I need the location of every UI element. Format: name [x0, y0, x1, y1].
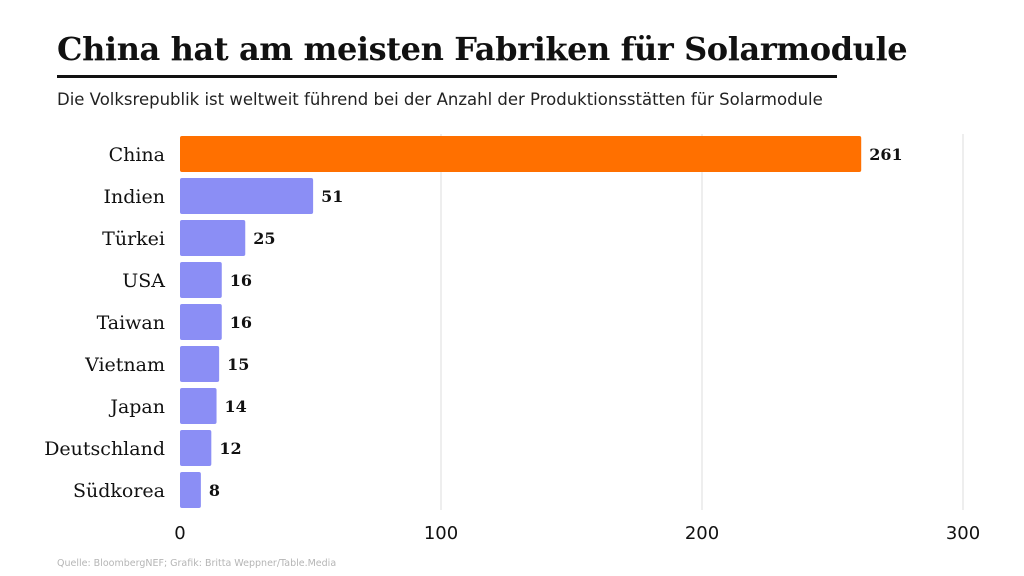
bar-deutschland	[180, 430, 212, 466]
category-label: China	[109, 144, 165, 166]
value-label: 25	[253, 229, 275, 248]
chart-subtitle: Die Volksrepublik ist weltweit führend b…	[57, 90, 823, 109]
bar-japan	[180, 388, 217, 424]
category-label: Taiwan	[97, 312, 165, 334]
value-labels: 261 51 25 16 16 15 14 12 8	[209, 145, 903, 500]
value-label: 15	[227, 355, 249, 374]
category-label: Japan	[108, 396, 165, 418]
x-tick-label: 300	[946, 523, 980, 544]
value-label: 14	[225, 397, 247, 416]
bar-indien	[180, 178, 314, 214]
gridlines	[440, 134, 964, 510]
bar-taiwan	[180, 304, 222, 340]
x-tick-label: 100	[424, 523, 458, 544]
chart-title: China hat am meisten Fabriken für Solarm…	[57, 30, 908, 68]
value-label: 51	[321, 187, 343, 206]
bars	[180, 136, 862, 508]
title-underline	[57, 75, 837, 78]
bar-südkorea	[180, 472, 201, 508]
bar-china	[180, 136, 862, 172]
source-note: Quelle: BloombergNEF; Grafik: Britta Wep…	[57, 558, 337, 569]
x-tick-label: 0	[174, 523, 185, 544]
category-label: USA	[122, 270, 165, 292]
x-axis-ticks: 0 100 200 300	[174, 523, 980, 544]
value-label: 16	[230, 271, 252, 290]
x-tick-label: 200	[685, 523, 719, 544]
category-label: Vietnam	[84, 354, 165, 376]
category-label: Südkorea	[73, 480, 165, 502]
value-label: 12	[219, 439, 241, 458]
bar-türkei	[180, 220, 246, 256]
category-label: Türkei	[102, 228, 165, 250]
category-labels: China Indien Türkei USA Taiwan Vietnam Japan De…	[44, 144, 165, 502]
category-label: Deutschland	[44, 438, 165, 460]
value-label: 16	[230, 313, 252, 332]
value-label: 261	[869, 145, 902, 164]
bar-usa	[180, 262, 222, 298]
category-label: Indien	[104, 186, 165, 208]
bar-vietnam	[180, 346, 220, 382]
value-label: 8	[209, 481, 220, 500]
